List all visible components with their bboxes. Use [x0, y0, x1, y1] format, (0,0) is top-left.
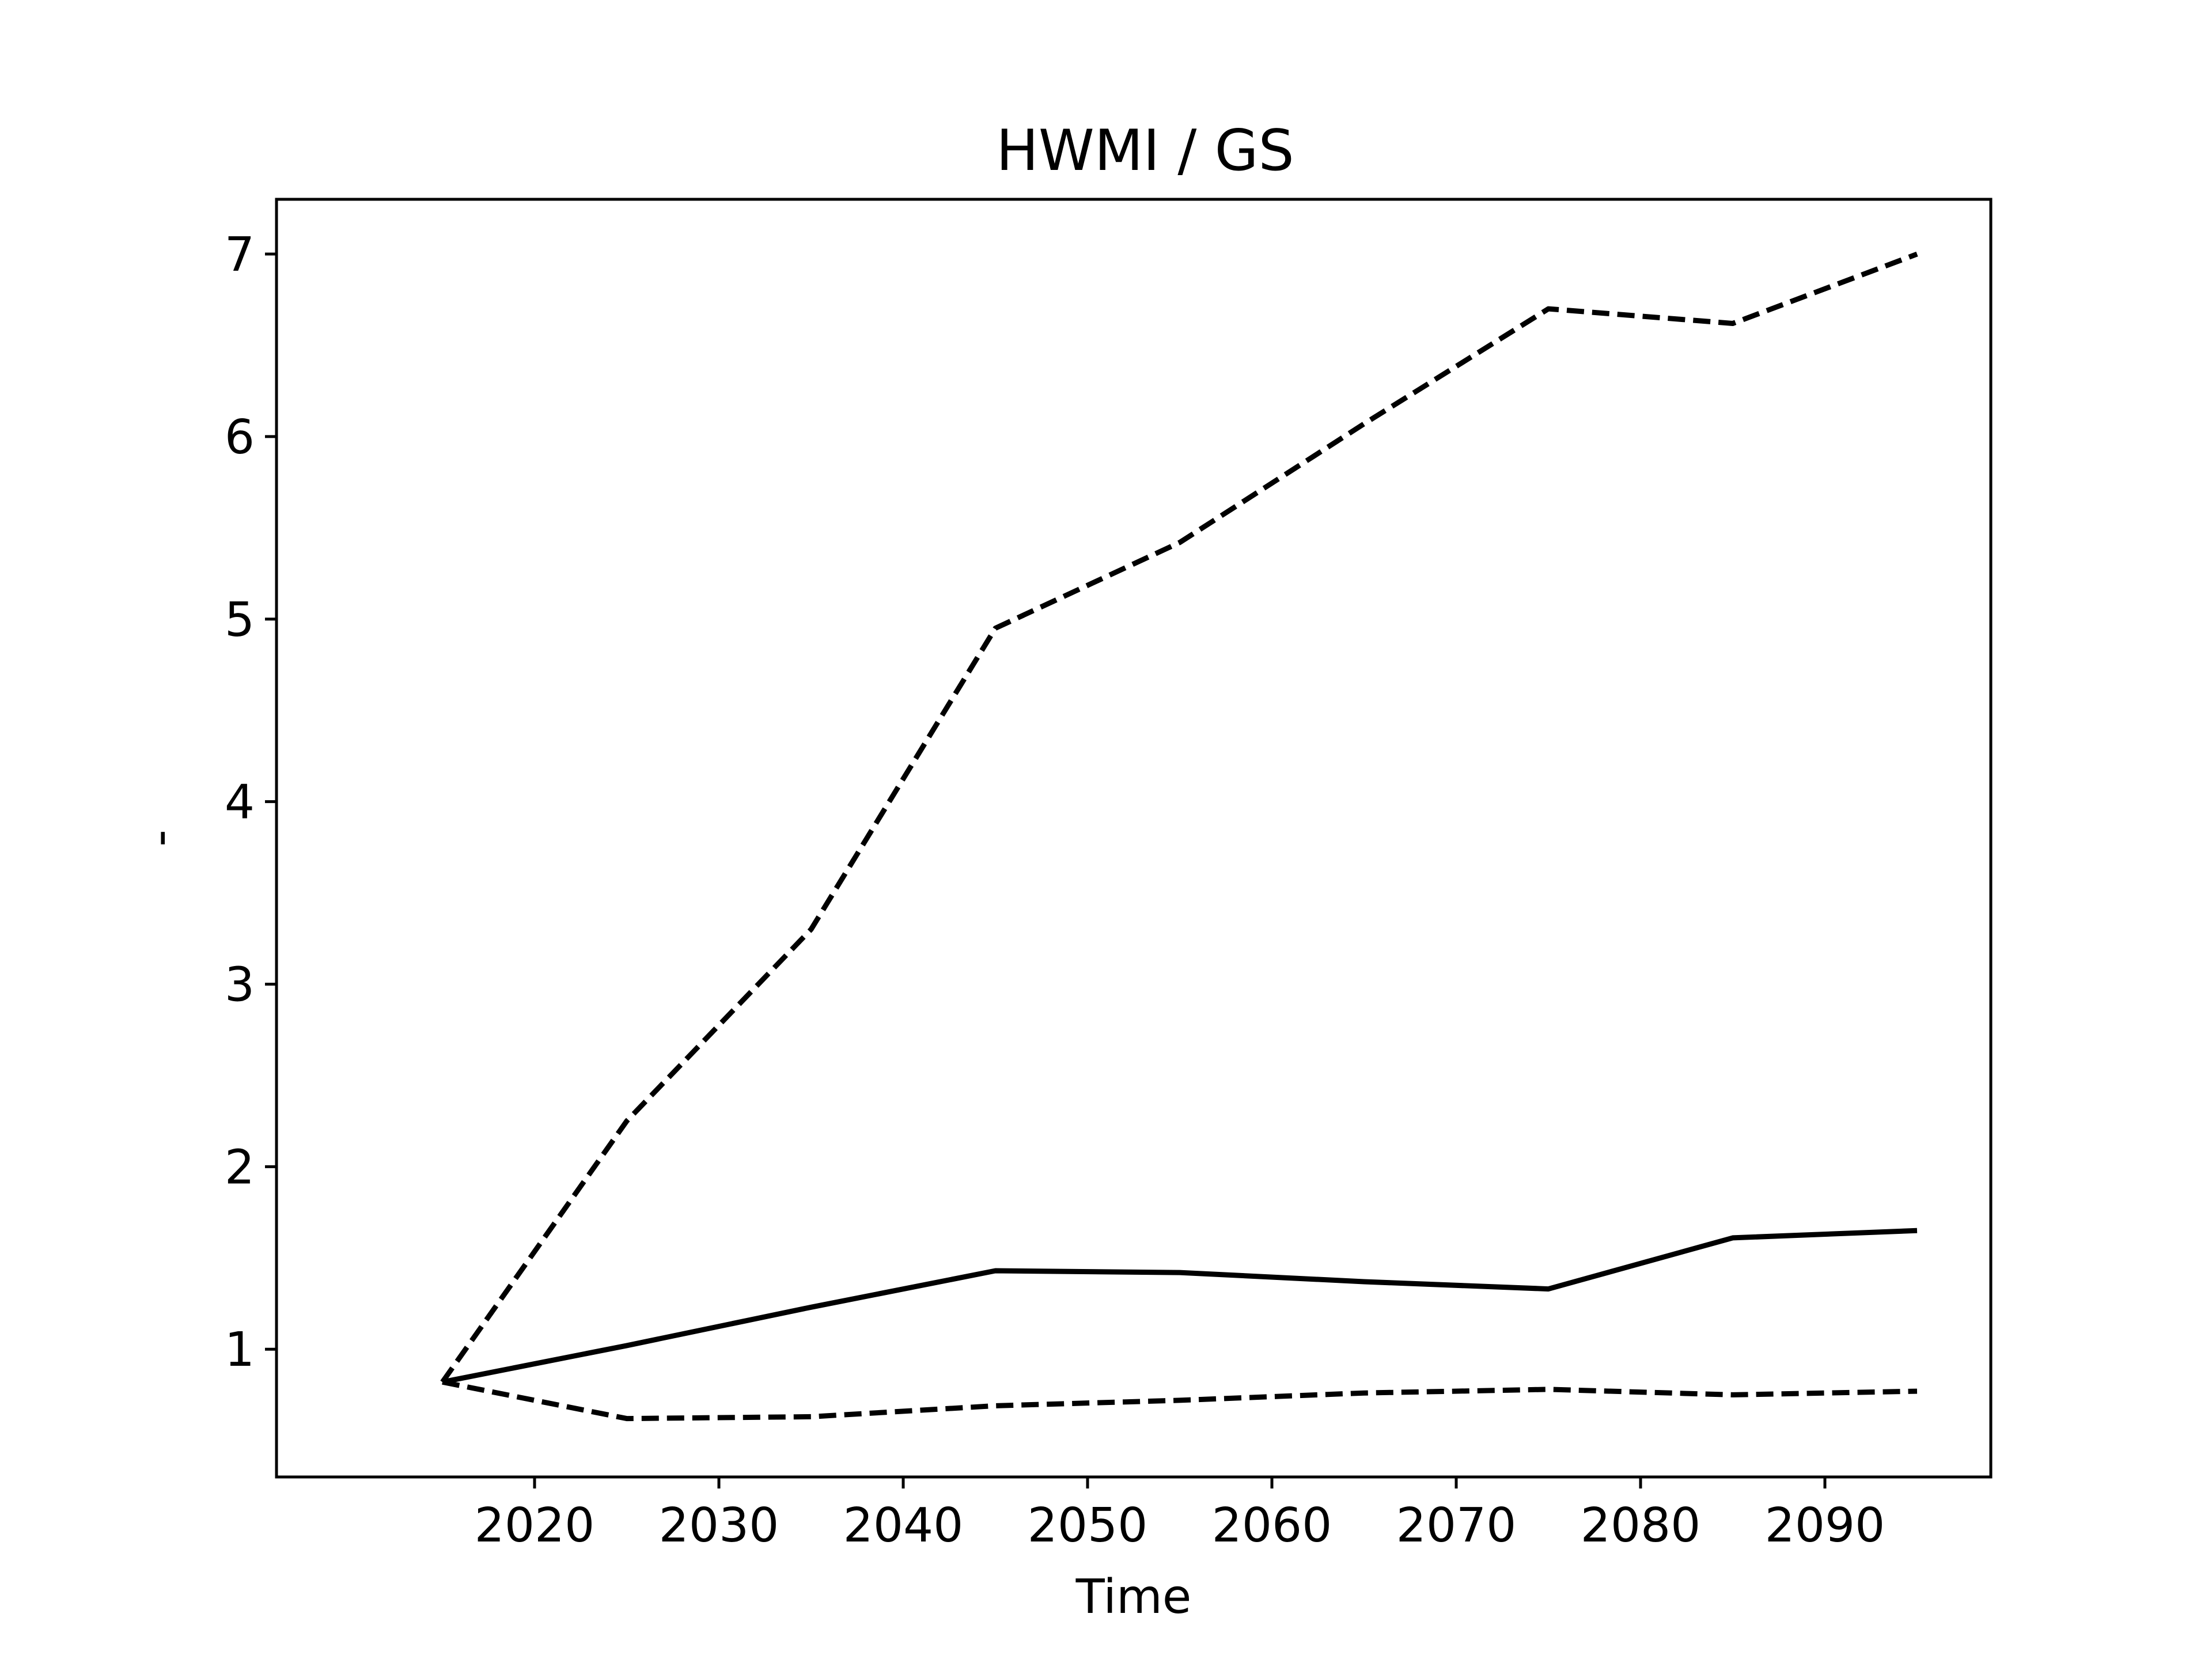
- series-line-3: [442, 1379, 1918, 1422]
- plot-frame: [275, 198, 1993, 1479]
- x-tick-label: 2030: [659, 1498, 779, 1553]
- x-tick-label: 2080: [1581, 1498, 1701, 1553]
- y-axis-label: -: [132, 830, 187, 847]
- y-tick-label: 1: [225, 1323, 255, 1377]
- x-axis-label: Time: [1075, 1570, 1192, 1624]
- chart-title: HWMI / GS: [996, 118, 1294, 184]
- y-tick-label: 2: [225, 1140, 255, 1195]
- x-tick-label: 2060: [1212, 1498, 1332, 1553]
- y-tick-label: 7: [225, 228, 255, 282]
- y-tick-label: 3: [225, 957, 255, 1012]
- y-tick-label: 5: [225, 593, 255, 647]
- x-tick-label: 2020: [475, 1498, 595, 1553]
- x-tick-label: 2050: [1028, 1498, 1148, 1553]
- x-tick-label: 2070: [1396, 1498, 1517, 1553]
- series-line-1: [440, 251, 1918, 1384]
- x-tick-label: 2090: [1765, 1498, 1885, 1553]
- series-line-2: [442, 1228, 1918, 1385]
- y-tick-label: 4: [225, 775, 255, 830]
- y-tick-label: 6: [225, 410, 255, 465]
- x-tick-label: 2040: [843, 1498, 964, 1553]
